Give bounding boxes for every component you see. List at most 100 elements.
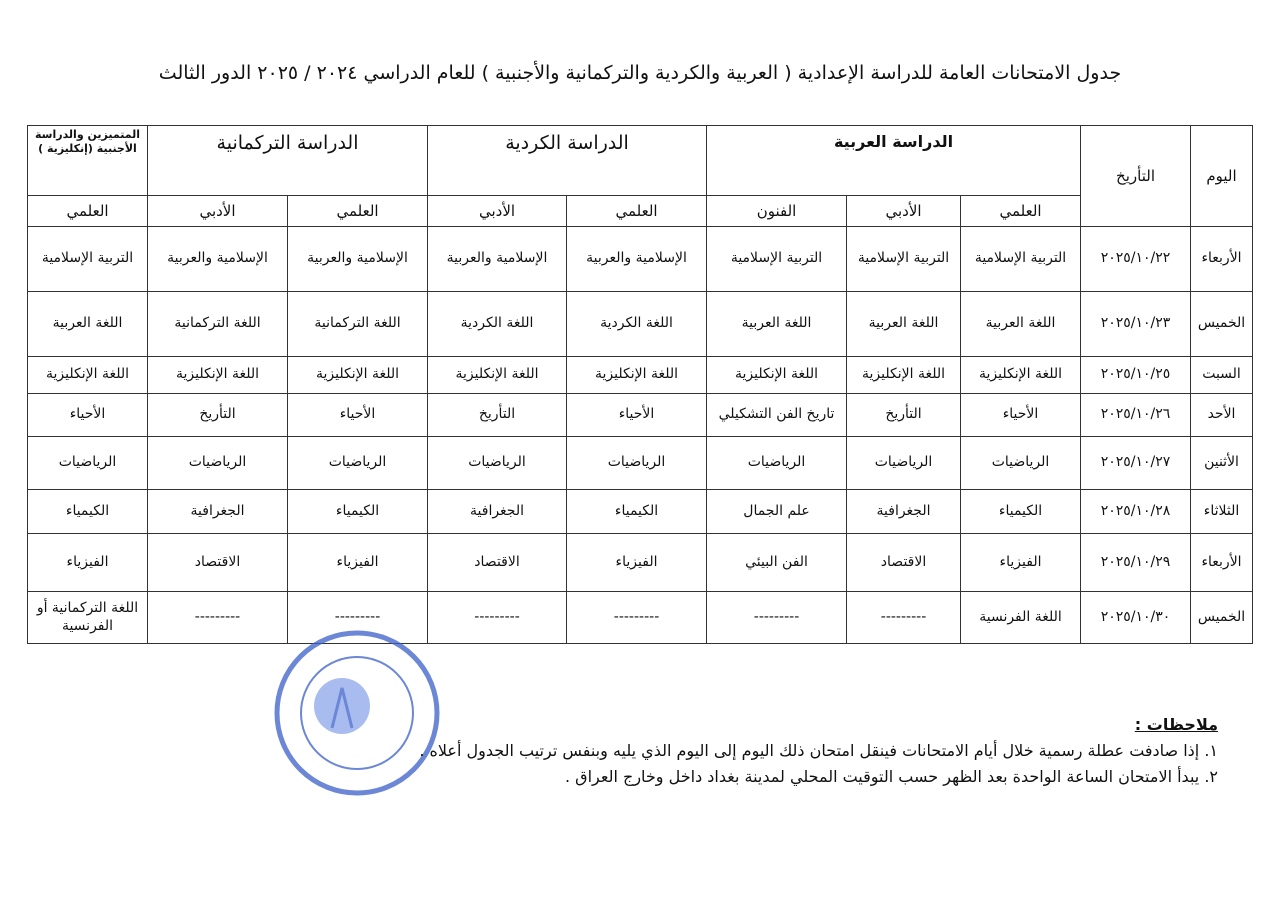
day-cell: الأثنين xyxy=(1190,436,1254,490)
subject-cell: التربية الإسلامية xyxy=(960,226,1082,292)
subject-cell: الأحياء xyxy=(960,393,1082,437)
subject-cell: اللغة الإنكليزية xyxy=(427,356,568,394)
subject-cell: --------- xyxy=(146,591,289,644)
subject-cell: الجغرافية xyxy=(146,489,289,534)
subject-cell: اللغة العربية xyxy=(846,291,962,357)
table-row: الخميس ٢٠٢٥/١٠/٢٣ اللغة العربية اللغة العرب… xyxy=(27,291,1254,357)
subject-cell: الفيزياء xyxy=(27,533,148,592)
date-cell: ٢٠٢٥/١٠/٣٠ xyxy=(1080,591,1192,644)
date-cell: ٢٠٢٥/١٠/٢٣ xyxy=(1080,291,1192,357)
subject-cell: اللغة الإنكليزية xyxy=(27,356,148,394)
subject-cell: الرياضيات xyxy=(427,436,568,490)
subject-cell: الرياضيات xyxy=(706,436,848,490)
subject-cell: الفيزياء xyxy=(960,533,1082,592)
subject-cell: الجغرافية xyxy=(846,489,962,534)
subject-cell: --------- xyxy=(566,591,708,644)
distinguished-study-header: المتميزين والدراسة الأجنبية (إنكليزية ) xyxy=(27,125,148,196)
branch-header: الأدبي xyxy=(427,195,568,227)
date-header: التأريخ xyxy=(1080,125,1192,227)
day-cell: الأربعاء xyxy=(1190,533,1254,592)
subject-cell: اللغة الإنكليزية xyxy=(566,356,708,394)
page-title: جدول الامتحانات العامة للدراسة الإعدادية… xyxy=(158,62,1122,84)
table-row: الأربعاء ٢٠٢٥/١٠/٢٩ الفيزياء الاقتصاد الفن ا… xyxy=(27,533,1254,592)
date-cell: ٢٠٢٥/١٠/٢٧ xyxy=(1080,436,1192,490)
date-cell: ٢٠٢٥/١٠/٢٢ xyxy=(1080,226,1192,292)
branch-header: العلمي xyxy=(566,195,708,227)
subject-cell: الأحياء xyxy=(566,393,708,437)
exam-schedule-table: اليوم التأريخ الدراسة العربية الدراسة ال… xyxy=(27,125,1254,644)
official-stamp xyxy=(274,630,440,796)
kurdish-study-header: الدراسة الكردية xyxy=(427,125,708,196)
subject-cell: اللغة الإنكليزية xyxy=(706,356,848,394)
subject-cell: الكيمياء xyxy=(960,489,1082,534)
subject-cell: الرياضيات xyxy=(27,436,148,490)
note-item: ٢. يبدأ الامتحان الساعة الواحدة بعد الظه… xyxy=(565,767,1218,786)
subject-cell: اللغة التركمانية xyxy=(146,291,289,357)
subject-cell: التأريخ xyxy=(427,393,568,437)
subject-cell: التربية الإسلامية xyxy=(706,226,848,292)
subject-cell: الكيمياء xyxy=(566,489,708,534)
subject-cell: الاقتصاد xyxy=(146,533,289,592)
subject-cell: الفيزياء xyxy=(566,533,708,592)
subject-cell: تاريخ الفن التشكيلي xyxy=(706,393,848,437)
subject-cell: الفيزياء xyxy=(287,533,429,592)
arabic-study-header: الدراسة العربية xyxy=(706,125,1082,196)
subject-cell: اللغة الفرنسية xyxy=(960,591,1082,644)
branch-header: الأدبي xyxy=(846,195,962,227)
subject-cell: اللغة الكردية xyxy=(427,291,568,357)
date-cell: ٢٠٢٥/١٠/٢٨ xyxy=(1080,489,1192,534)
branch-header: العلمي xyxy=(960,195,1082,227)
subject-cell: الرياضيات xyxy=(566,436,708,490)
notes-section: ملاحظات : ١. إذا صادفت عطلة رسمية خلال أ… xyxy=(419,712,1218,790)
subject-cell: اللغة الإنكليزية xyxy=(146,356,289,394)
day-header: اليوم xyxy=(1190,125,1254,227)
subject-cell: التأريخ xyxy=(146,393,289,437)
table-row: الثلاثاء ٢٠٢٥/١٠/٢٨ الكيمياء الجغرافية علم ا… xyxy=(27,489,1254,534)
subject-cell: الرياضيات xyxy=(846,436,962,490)
subject-cell: الرياضيات xyxy=(287,436,429,490)
subject-cell: --------- xyxy=(427,591,568,644)
subject-cell: الفن البيئي xyxy=(706,533,848,592)
subject-cell: الاقتصاد xyxy=(427,533,568,592)
day-cell: الأحد xyxy=(1190,393,1254,437)
day-cell: الخميس xyxy=(1190,591,1254,644)
subject-cell: الاقتصاد xyxy=(846,533,962,592)
subject-cell: الكيمياء xyxy=(27,489,148,534)
subject-cell: اللغة الكردية xyxy=(566,291,708,357)
subject-cell: اللغة العربية xyxy=(27,291,148,357)
subject-cell: الإسلامية والعربية xyxy=(146,226,289,292)
subject-cell: اللغة الإنكليزية xyxy=(287,356,429,394)
note-item: ١. إذا صادفت عطلة رسمية خلال أيام الامتح… xyxy=(419,741,1218,760)
subject-cell: --------- xyxy=(706,591,848,644)
subject-cell: --------- xyxy=(846,591,962,644)
subject-cell: اللغة العربية xyxy=(706,291,848,357)
subject-cell: الأحياء xyxy=(287,393,429,437)
subject-cell: اللغة العربية xyxy=(960,291,1082,357)
notes-heading: ملاحظات : xyxy=(1134,715,1218,734)
subject-cell: اللغة الإنكليزية xyxy=(960,356,1082,394)
date-cell: ٢٠٢٥/١٠/٢٩ xyxy=(1080,533,1192,592)
subject-cell: الإسلامية والعربية xyxy=(566,226,708,292)
subject-cell: الجغرافية xyxy=(427,489,568,534)
branch-header: العلمي xyxy=(287,195,429,227)
subject-cell: الرياضيات xyxy=(960,436,1082,490)
subject-cell: الإسلامية والعربية xyxy=(427,226,568,292)
subject-cell: التأريخ xyxy=(846,393,962,437)
subject-cell: الكيمياء xyxy=(287,489,429,534)
subject-cell: التربية الإسلامية xyxy=(846,226,962,292)
table-row: الأربعاء ٢٠٢٥/١٠/٢٢ التربية الإسلامية الترب… xyxy=(27,226,1254,292)
branch-header: العلمي xyxy=(27,195,148,227)
table-row: الأحد ٢٠٢٥/١٠/٢٦ الأحياء التأريخ تاريخ الفن … xyxy=(27,393,1254,437)
branch-header: الفنون xyxy=(706,195,848,227)
branch-header: الأدبي xyxy=(146,195,289,227)
turkmen-study-header: الدراسة التركمانية xyxy=(146,125,429,196)
day-cell: الخميس xyxy=(1190,291,1254,357)
subject-cell: اللغة الإنكليزية xyxy=(846,356,962,394)
table-row: السبت ٢٠٢٥/١٠/٢٥ اللغة الإنكليزية اللغة الإ… xyxy=(27,356,1254,394)
subject-cell: التربية الإسلامية xyxy=(27,226,148,292)
subject-cell: اللغة التركمانية أو الفرنسية xyxy=(27,591,148,644)
subject-cell: الأحياء xyxy=(27,393,148,437)
subject-cell: علم الجمال xyxy=(706,489,848,534)
table-row: الخميس ٢٠٢٥/١٠/٣٠ اللغة الفرنسية --------- -… xyxy=(27,591,1254,644)
date-cell: ٢٠٢٥/١٠/٢٥ xyxy=(1080,356,1192,394)
